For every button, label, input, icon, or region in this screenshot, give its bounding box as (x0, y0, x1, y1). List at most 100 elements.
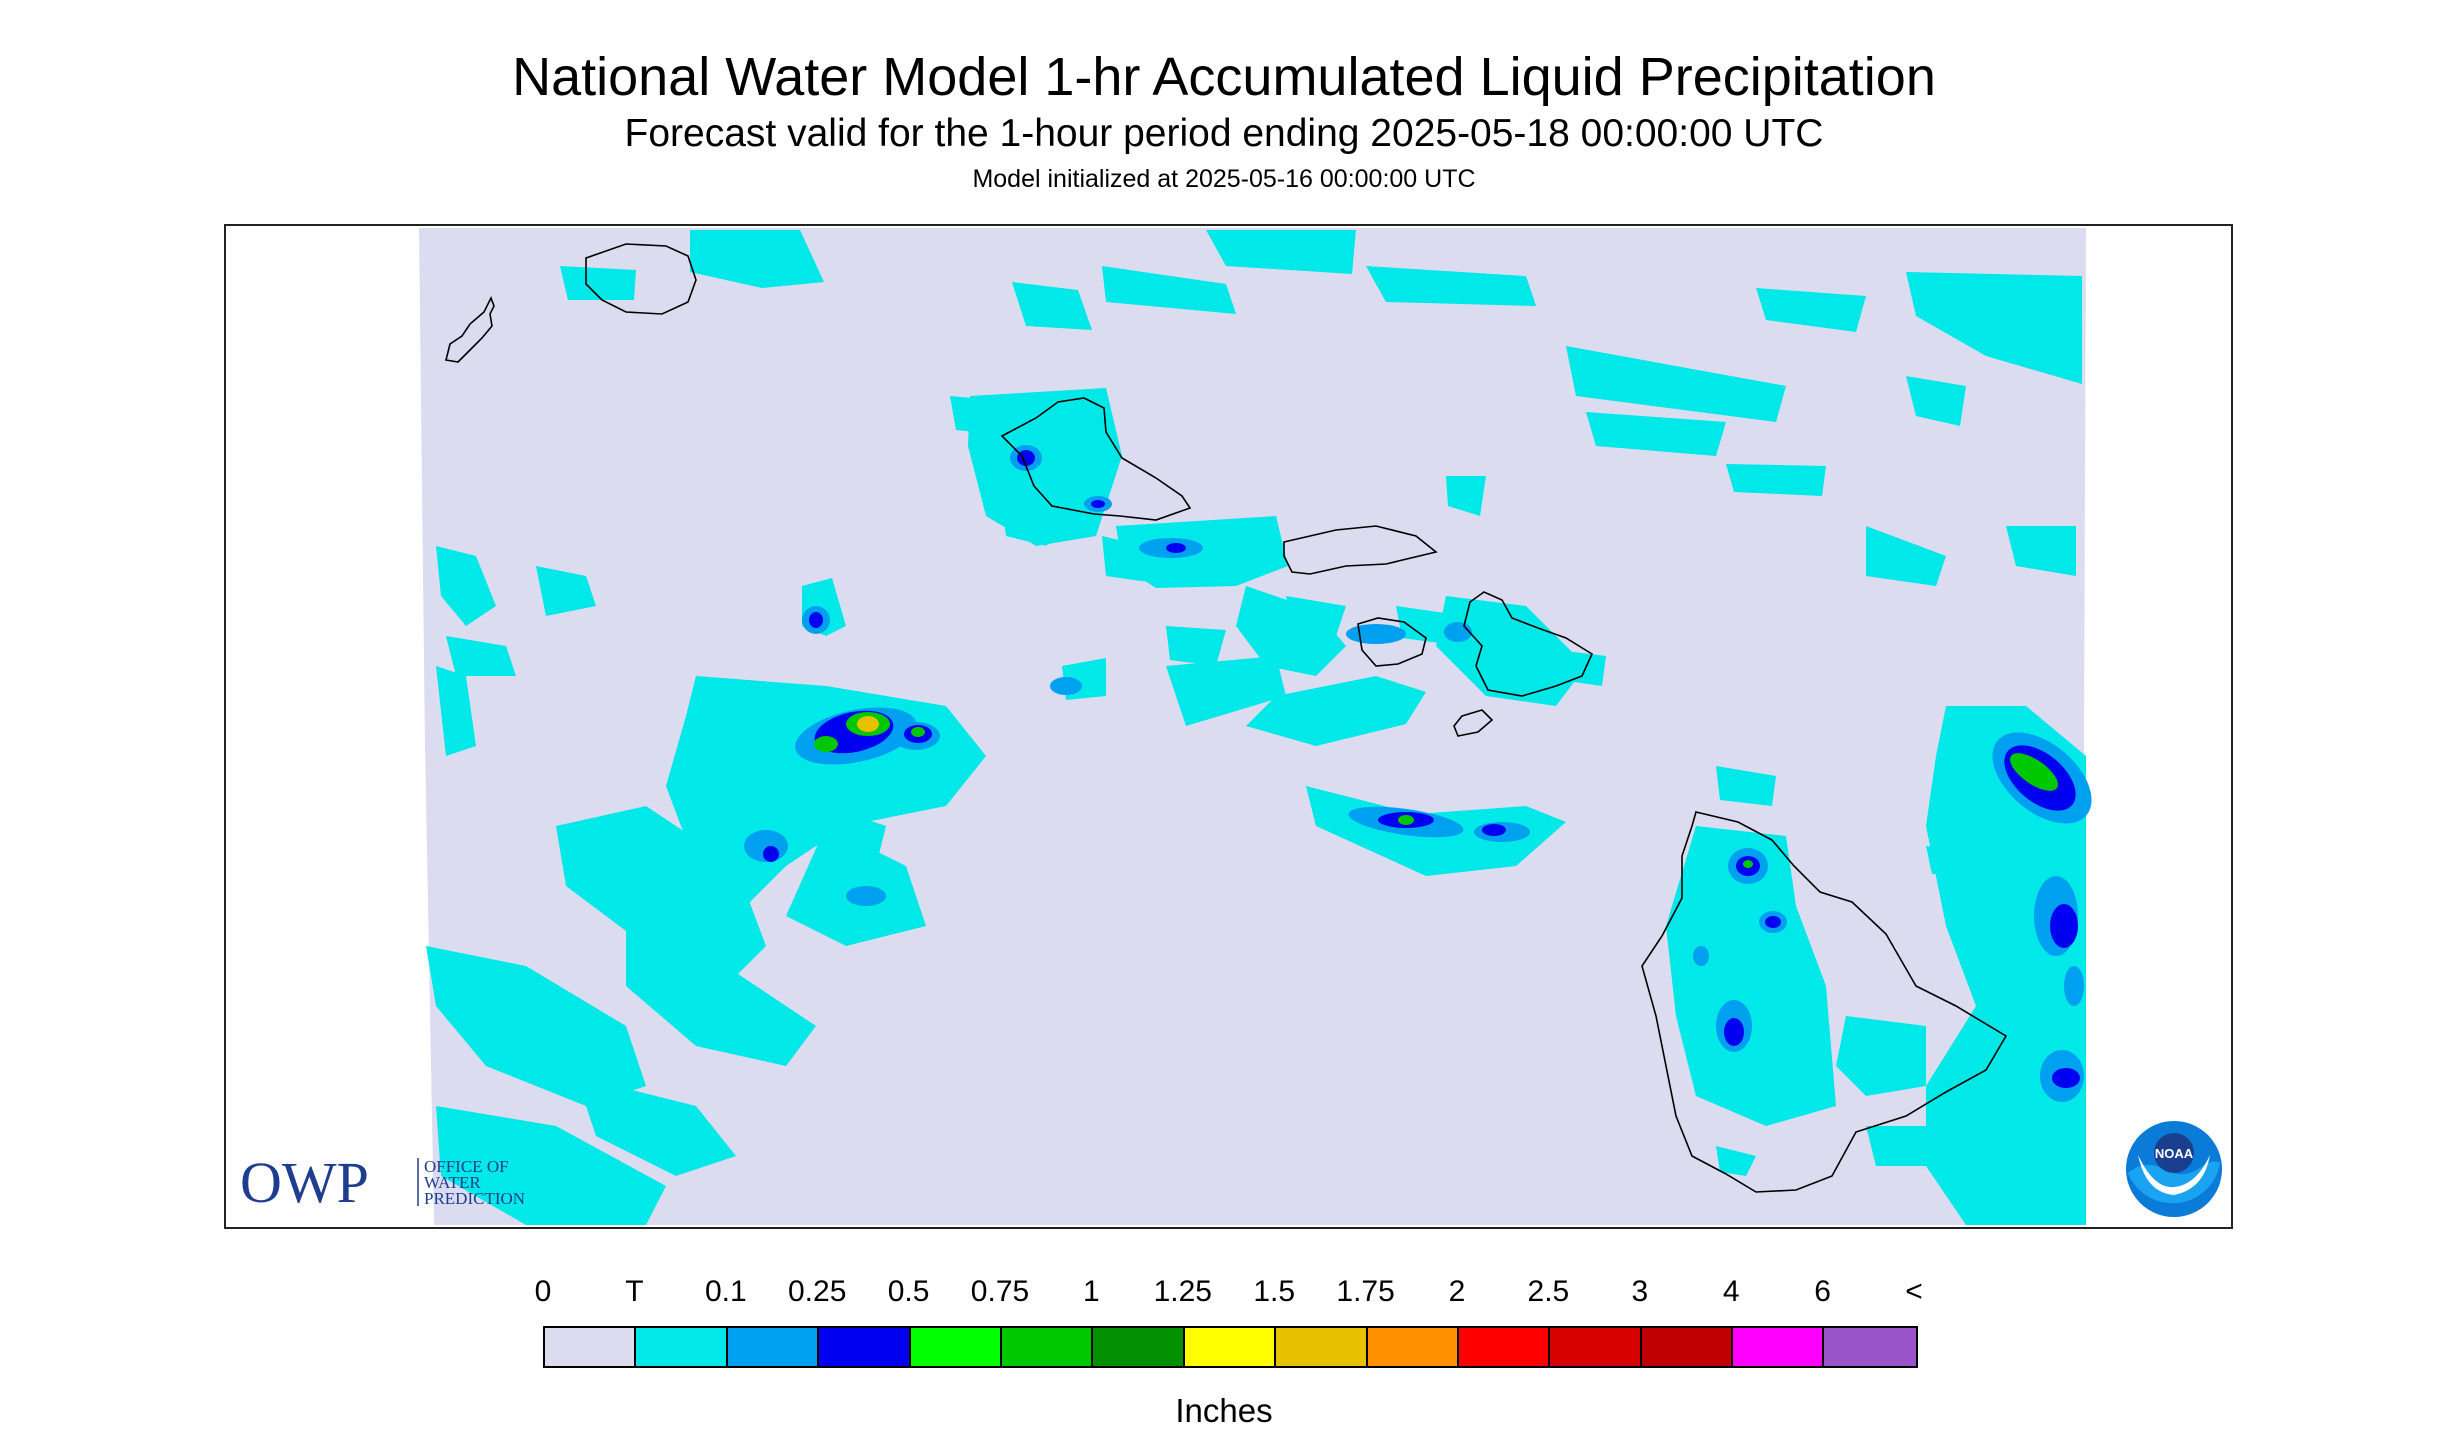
precip-cell (2052, 1068, 2080, 1088)
legend-label: 3 (1631, 1275, 1649, 1308)
legend-label: T (625, 1275, 644, 1308)
precip-cell (2064, 966, 2084, 1006)
precip-area (436, 546, 496, 626)
precip-cell (1765, 916, 1781, 928)
precip-cell (857, 716, 879, 732)
legend-label: 0.25 (787, 1275, 847, 1308)
legend-swatch (1093, 1328, 1185, 1366)
precip-area (1206, 230, 1356, 274)
legend-swatch (1184, 1328, 1277, 1366)
precip-area (786, 826, 926, 946)
precip-area (1236, 586, 1346, 676)
legend-label: 1.5 (1253, 1275, 1296, 1308)
legend-label: < (1905, 1275, 1923, 1308)
precip-cell (1091, 500, 1105, 508)
precip-area (1866, 526, 1946, 586)
precip-area (968, 388, 1122, 546)
precip-area (1836, 1016, 1926, 1096)
precip-area (1102, 266, 1236, 314)
legend-swatch (1001, 1328, 1094, 1366)
precip-area (446, 636, 516, 676)
legend-label: 0 (534, 1275, 552, 1308)
owp-text-line1: OFFICE OF (424, 1157, 509, 1176)
owp-mark: OWP (240, 1156, 369, 1208)
precip-area (690, 230, 824, 288)
legend-label: 0.5 (887, 1275, 930, 1308)
precip-cell (1017, 450, 1035, 466)
precip-area (1012, 282, 1092, 330)
map-title: National Water Model 1-hr Accumulated Li… (512, 47, 1936, 107)
legend-labels: 0 T 0.1 0.25 0.5 0.75 1 1.25 1.5 1.75 2 2.5 3 4 6 < (0, 1275, 2448, 1315)
map-subtitle: Forecast valid for the 1-hour period end… (624, 112, 1824, 155)
precip-area (1716, 766, 1776, 806)
legend-swatch (1367, 1328, 1459, 1366)
map-panel: OWP OFFICE OF WATER PREDICTION NOAA (224, 224, 2233, 1229)
precip-area (1246, 676, 1426, 746)
legend-swatch (1641, 1328, 1734, 1366)
model-init-line: Model initialized at 2025-05-16 00:00:00… (972, 165, 1476, 193)
legend-label: 6 (1814, 1275, 1831, 1308)
coastline-kahoolawe (1453, 709, 1494, 737)
precip-cell (1444, 622, 1472, 642)
noaa-mark: NOAA (2155, 1146, 2194, 1161)
precip-area (1586, 412, 1726, 456)
precip-area (560, 266, 636, 300)
legend-label: 1.25 (1153, 1275, 1212, 1308)
legend-swatch (727, 1328, 820, 1366)
precip-area (426, 946, 646, 1106)
precip-area (1726, 464, 1826, 496)
precip-area (1926, 706, 2086, 1225)
precip-cell (1724, 1018, 1744, 1046)
precip-area (576, 1076, 736, 1176)
precip-area (826, 806, 886, 866)
precip-area (1666, 826, 1836, 1126)
legend-label: 4 (1722, 1275, 1740, 1308)
precip-area (556, 806, 766, 986)
legend-swatch (636, 1328, 728, 1366)
precip-area (536, 566, 596, 616)
precip-area (1166, 626, 1226, 666)
precip-area (1366, 266, 1536, 306)
precip-cell (1398, 815, 1414, 825)
legend-swatch (545, 1328, 637, 1366)
legend-colorbar (543, 1326, 1918, 1368)
owp-text-line3: PREDICTION (424, 1189, 525, 1208)
legend-swatch (1458, 1328, 1551, 1366)
legend-swatch (1276, 1328, 1368, 1366)
legend-label: 1 (1083, 1275, 1100, 1308)
legend-unit: Inches (1175, 1392, 1273, 1429)
precip-area (436, 666, 476, 756)
owp-logo: OWP OFFICE OF WATER PREDICTION (240, 1150, 560, 1215)
precip-cell (1693, 946, 1709, 966)
precip-area (1566, 346, 1786, 422)
legend-label: 0.1 (704, 1275, 747, 1308)
legend-swatch (910, 1328, 1002, 1366)
coastline-maui (1463, 591, 1594, 697)
precip-area (1716, 1146, 1756, 1176)
coastline-niihau (445, 296, 495, 363)
owp-text-line2: WATER (424, 1173, 481, 1192)
precip-cell (1166, 543, 1186, 553)
precip-area (436, 1106, 666, 1225)
precip-area (626, 916, 816, 1066)
legend-swatch (1550, 1328, 1642, 1366)
precip-area (1866, 1126, 1926, 1166)
precip-cell (1346, 624, 1406, 644)
legend-label: 1.75 (1336, 1275, 1395, 1308)
coastline-lanai (1357, 617, 1427, 667)
legend-label: 2.5 (1527, 1275, 1570, 1308)
legend-label: 0.75 (970, 1275, 1030, 1308)
precip-cell (763, 846, 779, 862)
coastline-kauai (585, 243, 697, 315)
precip-cell (2010, 753, 2058, 791)
coastlines (445, 243, 2008, 1193)
noaa-logo: NOAA (2124, 1119, 2224, 1224)
precip-area (2006, 526, 2076, 576)
coastline-oahu (1000, 397, 1192, 521)
precip-cell (809, 612, 823, 628)
precip-layer (426, 230, 2092, 1225)
precip-cell (1050, 677, 1082, 695)
precip-cell (846, 886, 886, 906)
precip-area (1906, 272, 2082, 384)
coastline-molokai (1283, 525, 1438, 575)
